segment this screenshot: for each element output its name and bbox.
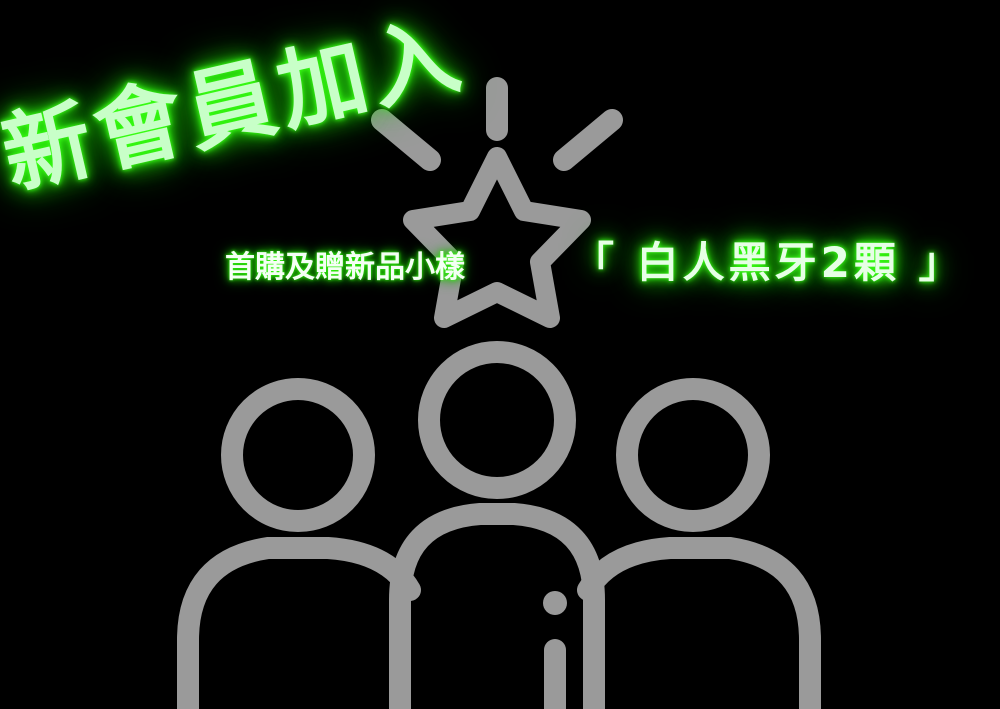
button-dot bbox=[543, 591, 567, 615]
star-icon bbox=[403, 147, 591, 328]
subline-first-purchase-gift: 首購及贈新品小樣 bbox=[225, 250, 465, 285]
spark-lines-icon bbox=[371, 77, 623, 171]
highlight-gift-item: 「 白人黑牙2顆 」 bbox=[572, 238, 965, 287]
group-of-people-icon bbox=[177, 341, 821, 709]
